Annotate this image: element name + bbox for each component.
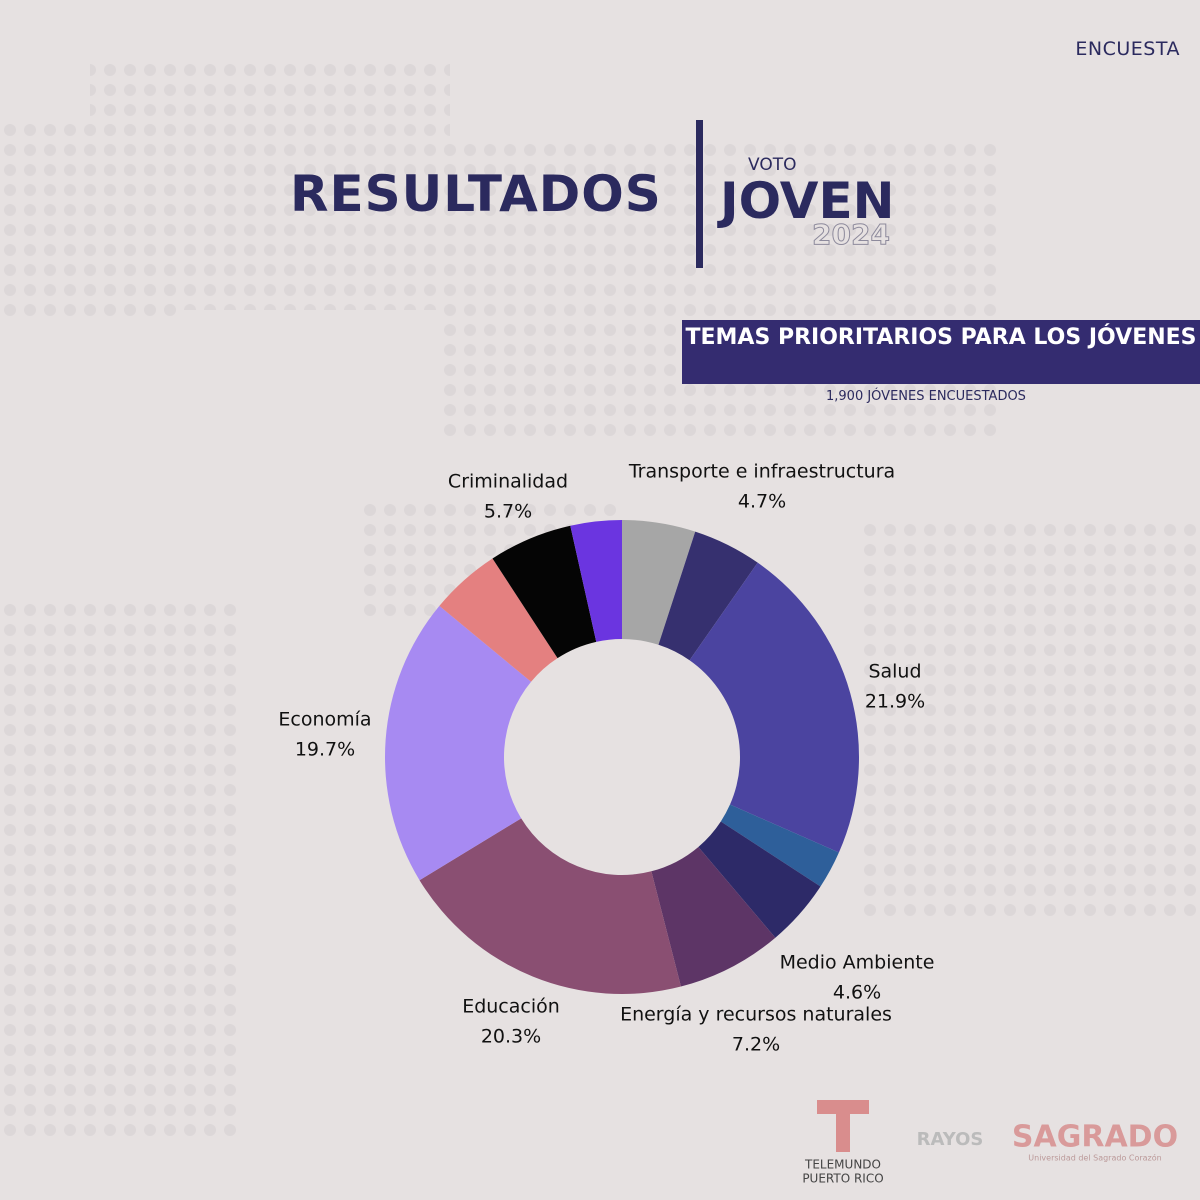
logo-text: SAGRADO <box>1012 1120 1178 1155</box>
donut-slice <box>658 531 758 661</box>
donut-slice <box>651 846 776 987</box>
donut-slice <box>384 605 532 881</box>
title: RESULTADOS <box>290 165 662 223</box>
slice-label: Medio Ambiente <box>780 952 935 974</box>
brand: JOVEN <box>720 172 895 230</box>
slice-label: Educación <box>462 996 560 1018</box>
divider <box>696 120 703 268</box>
donut-slice <box>698 821 821 938</box>
slice-label: Transporte e infraestructura <box>628 461 895 483</box>
slice-label: Energía y recursos naturales <box>620 1004 892 1026</box>
donut-slice <box>419 818 681 994</box>
donut-slice <box>439 558 558 682</box>
slice-label: Economía <box>278 709 371 731</box>
slice-label: Criminalidad <box>448 471 568 493</box>
donut-slice <box>720 804 839 887</box>
logo-text: TELEMUNDO <box>804 1158 881 1172</box>
slice-label: Salud <box>868 661 921 683</box>
chart-title: TEMAS PRIORITARIOS PARA LOS JÓVENES <box>682 320 1200 384</box>
slice-value-label: 5.7% <box>484 501 532 523</box>
logo-text: RAYOS <box>917 1129 984 1150</box>
logo-shape <box>836 1110 850 1152</box>
slice-value-label: 7.2% <box>732 1034 780 1056</box>
logos: TELEMUNDO PUERTO RICO RAYOS SAGRADO Univ… <box>802 1100 1178 1186</box>
slice-value-label: 4.6% <box>833 982 881 1004</box>
slice-value-label: 4.7% <box>738 491 786 513</box>
brand-small: VOTO <box>748 155 797 175</box>
logo-shape <box>817 1100 869 1114</box>
dot-map <box>0 60 1200 1140</box>
donut-slice <box>492 525 597 659</box>
slice-value-label: 20.3% <box>481 1026 541 1048</box>
donut-slice <box>689 562 859 853</box>
chart-subtitle: 1,900 JÓVENES ENCUESTADOS <box>826 389 1026 404</box>
logo-text: PUERTO RICO <box>802 1172 883 1186</box>
year: 2024 <box>812 218 891 252</box>
logo-text: Universidad del Sagrado Corazón <box>1028 1153 1161 1163</box>
slice-value-label: 19.7% <box>295 739 355 761</box>
donut-slice <box>570 520 622 642</box>
donut-slice <box>622 520 696 645</box>
slice-value-label: 21.9% <box>865 691 925 713</box>
tag: ENCUESTA <box>1075 38 1180 60</box>
